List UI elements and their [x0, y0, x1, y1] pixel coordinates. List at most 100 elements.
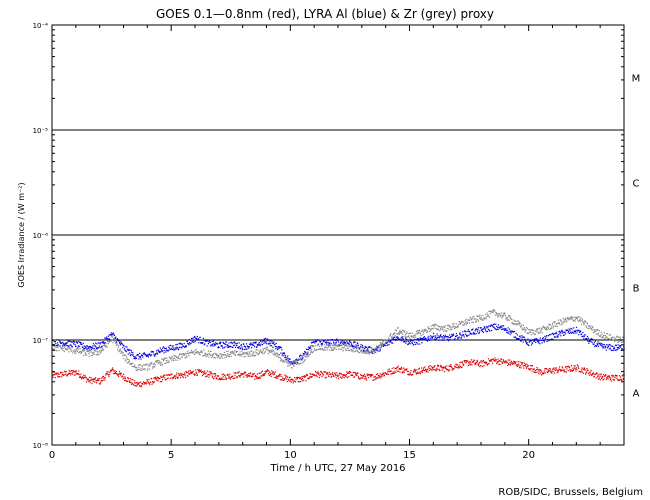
data-point: [493, 323, 496, 325]
data-point: [55, 346, 57, 348]
data-point: [195, 339, 197, 341]
data-point: [342, 342, 344, 344]
data-point: [274, 345, 276, 348]
data-point: [498, 326, 500, 329]
data-point: [376, 373, 378, 375]
data-point: [593, 376, 595, 378]
data-point: [431, 328, 433, 330]
data-point: [599, 373, 601, 375]
data-point: [94, 350, 96, 352]
data-point: [426, 331, 428, 334]
data-point: [506, 362, 508, 364]
data-point: [455, 363, 457, 365]
data-point: [173, 376, 175, 378]
data-point: [430, 339, 432, 341]
data-point: [494, 328, 496, 330]
data-point: [510, 330, 512, 332]
data-point: [260, 372, 262, 374]
data-point: [379, 342, 381, 344]
data-point: [125, 359, 127, 361]
data-point: [321, 372, 323, 374]
data-point: [196, 374, 199, 376]
data-point: [208, 341, 210, 343]
data-point: [75, 348, 78, 350]
data-point: [401, 329, 403, 332]
data-point: [253, 344, 255, 346]
data-point: [479, 361, 481, 363]
data-point: [570, 317, 572, 320]
data-point: [483, 327, 485, 330]
data-point: [447, 369, 449, 371]
data-point: [451, 367, 453, 369]
data-point: [82, 376, 84, 378]
data-point: [80, 341, 82, 344]
data-point: [487, 315, 489, 317]
data-point: [325, 341, 327, 343]
data-point: [283, 353, 285, 355]
data-point: [420, 371, 422, 373]
data-point: [608, 348, 611, 350]
data-point: [463, 364, 465, 367]
data-point: [422, 370, 424, 372]
data-point: [488, 363, 490, 365]
data-point: [322, 349, 325, 351]
data-point: [519, 322, 521, 325]
data-point: [553, 372, 556, 374]
data-point: [285, 375, 287, 377]
data-point: [462, 321, 464, 323]
data-point: [248, 375, 250, 377]
data-point: [142, 356, 144, 358]
data-point: [387, 339, 390, 342]
data-point: [604, 345, 606, 347]
data-point: [351, 346, 353, 349]
data-point: [402, 333, 404, 335]
data-point: [599, 342, 601, 344]
data-point: [62, 348, 64, 350]
data-point: [272, 350, 274, 353]
data-point: [518, 339, 520, 341]
data-point: [598, 330, 600, 332]
data-point: [334, 339, 336, 341]
data-point: [573, 319, 575, 321]
data-point: [112, 367, 114, 369]
data-point: [140, 385, 143, 387]
data-point: [554, 369, 556, 371]
data-point: [269, 344, 271, 347]
data-point: [372, 349, 375, 351]
data-point: [151, 362, 153, 364]
data-point: [398, 333, 400, 335]
data-point: [217, 355, 220, 358]
data-point: [65, 348, 67, 350]
data-point: [553, 322, 556, 324]
data-point: [512, 323, 514, 325]
data-point: [533, 368, 535, 370]
data-point: [53, 341, 56, 343]
data-point: [136, 354, 138, 356]
data-point: [124, 354, 126, 356]
data-point: [574, 320, 576, 322]
data-point: [573, 368, 575, 371]
data-point: [577, 329, 579, 331]
data-point: [309, 353, 311, 356]
data-point: [514, 323, 516, 325]
data-point: [67, 345, 69, 347]
data-point: [258, 372, 260, 374]
data-point: [456, 364, 458, 366]
data-point: [161, 349, 163, 351]
data-point: [503, 328, 505, 331]
data-point: [241, 353, 243, 355]
data-point: [314, 342, 316, 344]
data-point: [140, 367, 142, 370]
data-point: [386, 341, 388, 344]
data-point: [463, 324, 465, 326]
data-point: [214, 357, 216, 359]
flare-class-C: C: [633, 179, 640, 190]
series: [52, 357, 625, 388]
data-point: [337, 344, 339, 346]
data-point: [470, 318, 472, 320]
data-point: [173, 359, 175, 362]
data-point: [119, 348, 122, 350]
data-point: [172, 377, 174, 380]
data-point: [162, 350, 164, 352]
data-point: [590, 325, 592, 327]
